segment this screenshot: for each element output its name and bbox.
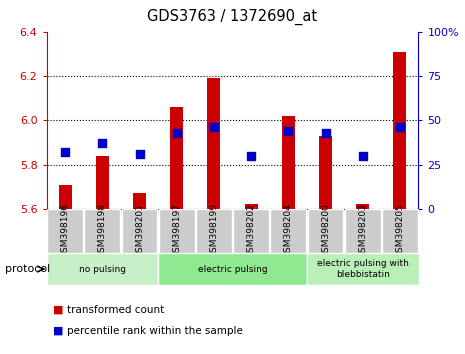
Bar [282, 116, 295, 209]
Point [359, 153, 366, 159]
Point [322, 130, 329, 136]
Bar [196, 209, 232, 253]
Point [396, 125, 404, 130]
Bar [308, 209, 343, 253]
Text: GDS3763 / 1372690_at: GDS3763 / 1372690_at [147, 9, 318, 25]
Text: GSM398199: GSM398199 [209, 204, 219, 258]
Bar [85, 209, 120, 253]
Bar [356, 204, 369, 209]
Bar [159, 209, 194, 253]
Point [99, 141, 106, 146]
Bar [245, 204, 258, 209]
Text: protocol: protocol [5, 264, 50, 274]
Text: GSM398196: GSM398196 [60, 204, 70, 258]
Text: electric pulsing: electric pulsing [198, 264, 267, 274]
Text: GSM398200: GSM398200 [321, 204, 330, 258]
Text: percentile rank within the sample: percentile rank within the sample [67, 326, 243, 336]
Text: ■: ■ [53, 326, 64, 336]
Bar [307, 253, 418, 285]
Bar [233, 209, 269, 253]
Bar [207, 78, 220, 209]
Point [210, 125, 218, 130]
Text: GSM398205: GSM398205 [395, 204, 405, 258]
Point [247, 153, 255, 159]
Text: no pulsing: no pulsing [79, 264, 126, 274]
Text: GSM398202: GSM398202 [246, 204, 256, 258]
Bar [122, 209, 157, 253]
Point [285, 128, 292, 134]
Text: GSM398201: GSM398201 [135, 204, 144, 258]
Bar [46, 253, 158, 285]
Text: GSM398204: GSM398204 [284, 204, 293, 258]
Bar [47, 209, 83, 253]
Bar [382, 209, 418, 253]
Bar [133, 193, 146, 209]
Bar [271, 209, 306, 253]
Bar [96, 156, 109, 209]
Point [136, 151, 143, 157]
Text: electric pulsing with
blebbistatin: electric pulsing with blebbistatin [317, 259, 409, 279]
Bar [170, 107, 183, 209]
Text: GSM398198: GSM398198 [98, 204, 107, 258]
Bar [393, 52, 406, 209]
Bar [319, 136, 332, 209]
Bar [158, 253, 307, 285]
Text: ■: ■ [53, 305, 64, 315]
Bar [59, 184, 72, 209]
Bar [345, 209, 380, 253]
Text: GSM398197: GSM398197 [172, 204, 181, 258]
Point [173, 130, 180, 136]
Point [61, 149, 69, 155]
Text: transformed count: transformed count [67, 305, 165, 315]
Text: GSM398203: GSM398203 [358, 204, 367, 258]
